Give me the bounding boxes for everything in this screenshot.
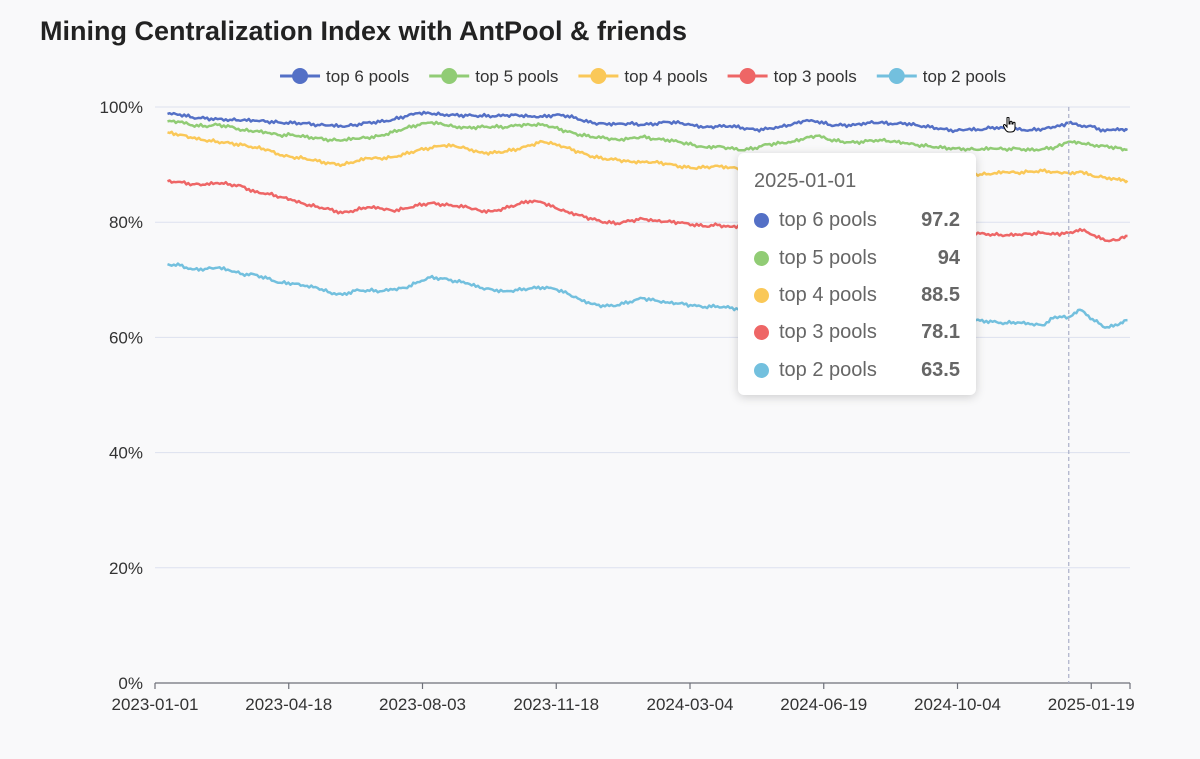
tooltip-series-name: top 5 pools: [779, 246, 877, 269]
y-axis: 0% 20% 40% 60% 80% 100%: [100, 98, 143, 693]
legend-dot-icon: [590, 68, 607, 84]
y-tick-label: 40%: [109, 444, 143, 463]
x-tick-label: 2024-06-19: [780, 695, 867, 714]
y-tick-label: 80%: [109, 213, 143, 232]
tooltip-series-name: top 6 pools: [779, 209, 877, 232]
series-dot-icon: [754, 287, 769, 303]
legend-item-top-2-pools[interactable]: top 2 pools: [876, 67, 1006, 86]
tooltip-row: top 4 pools 88.5: [754, 277, 960, 314]
tooltip-series-value: 78.1: [921, 321, 960, 344]
y-tick-label: 100%: [100, 98, 143, 117]
series-dot-icon: [754, 213, 769, 229]
legend-item-top-5-pools[interactable]: top 5 pools: [429, 67, 558, 86]
tooltip-series-name: top 2 pools: [779, 358, 877, 381]
y-tick-label: 0%: [118, 674, 143, 693]
series-dot-icon: [754, 325, 769, 341]
legend-item-top-3-pools[interactable]: top 3 pools: [727, 67, 857, 86]
x-tick-label: 2023-04-18: [245, 695, 332, 714]
legend-label: top 2 pools: [923, 67, 1006, 86]
tooltip-series-value: 94: [937, 246, 960, 269]
legend: top 6 pools top 5 pools top 4 pools top 3 p…: [280, 67, 1006, 86]
series-line-top-2-pools[interactable]: [167, 262, 1128, 329]
series-line-top-3-pools[interactable]: [167, 179, 1128, 243]
legend-dot-icon: [441, 68, 458, 84]
tooltip-series-value: 97.2: [921, 209, 960, 232]
legend-label: top 5 pools: [475, 67, 558, 86]
x-tick-label: 2023-01-01: [112, 695, 199, 714]
tooltip-series-name: top 3 pools: [779, 321, 877, 344]
series-line-top-4-pools[interactable]: [167, 130, 1129, 184]
legend-dot-icon: [888, 68, 905, 84]
tooltip: 2025-01-01 top 6 pools 97.2 top 5 pools 94 t…: [738, 153, 976, 395]
tooltip-date: 2025-01-01: [754, 170, 857, 192]
chart-title: Mining Centralization Index with AntPool…: [40, 16, 687, 46]
tooltip-row: top 3 pools 78.1: [754, 314, 960, 351]
legend-label: top 6 pools: [326, 67, 409, 86]
series-line-top-6-pools[interactable]: [167, 110, 1129, 134]
x-tick-label: 2023-11-18: [513, 695, 599, 714]
gridlines: [155, 106, 1130, 569]
series-lines: [167, 110, 1129, 329]
tooltip-series-value: 63.5: [921, 358, 960, 381]
x-tick-label: 2024-03-04: [647, 695, 734, 714]
x-axis: 2023-01-01 2023-04-18 2023-08-03 2023-11-18…: [112, 682, 1135, 714]
tooltip-row: top 2 pools 63.5: [754, 352, 960, 389]
series-line-top-5-pools[interactable]: [167, 119, 1128, 153]
tooltip-series-name: top 4 pools: [779, 283, 877, 306]
x-tick-label: 2025-01-19: [1048, 695, 1135, 714]
x-tick-label: 2024-10-04: [914, 695, 1001, 714]
legend-label: top 4 pools: [624, 67, 707, 86]
y-tick-label: 20%: [109, 559, 143, 578]
hand-cursor-icon: [1003, 117, 1016, 133]
tooltip-row: top 6 pools 97.2: [754, 202, 960, 239]
tooltip-row: top 5 pools 94: [754, 239, 960, 276]
y-tick-label: 60%: [109, 328, 143, 347]
legend-dot-icon: [739, 68, 756, 84]
legend-item-top-4-pools[interactable]: top 4 pools: [578, 67, 708, 86]
legend-label: top 3 pools: [774, 67, 857, 86]
legend-dot-icon: [292, 68, 309, 84]
series-dot-icon: [754, 250, 769, 266]
legend-item-top-6-pools[interactable]: top 6 pools: [280, 67, 409, 86]
tooltip-series-value: 88.5: [921, 283, 960, 306]
series-dot-icon: [754, 362, 769, 378]
x-tick-label: 2023-08-03: [379, 695, 466, 714]
